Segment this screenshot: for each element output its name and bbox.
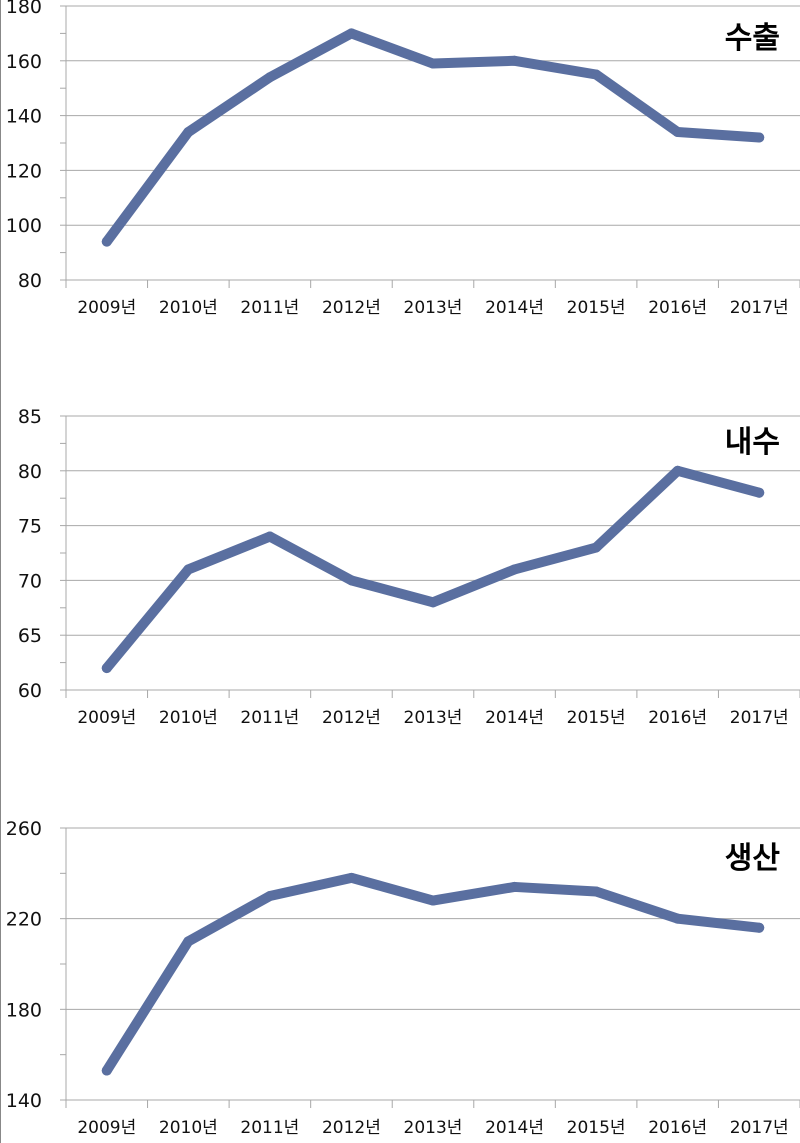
data-point	[428, 895, 438, 906]
chart-2: 60 65 70 75 80 85 2009년 2010년 2011년 2012년 2013년 201…	[18, 406, 800, 728]
chart-title: 수출	[725, 21, 780, 56]
y-tick-label: 160	[6, 51, 42, 73]
y-tick-label: 140	[6, 106, 42, 128]
data-point	[591, 69, 602, 80]
y-tick-label: 65	[18, 625, 42, 647]
x-tick-label: 2012년	[322, 298, 381, 318]
x-tick-label: 2015년	[567, 708, 626, 728]
x-tick-label: 2016년	[648, 1118, 707, 1138]
data-point	[264, 531, 275, 542]
x-tick-label: 2012년	[322, 1118, 381, 1138]
series-line	[101, 872, 765, 1076]
chart-title: 내수	[725, 425, 780, 460]
x-tick-label: 2011년	[240, 298, 299, 318]
data-point	[101, 236, 112, 247]
y-tick-label: 120	[6, 160, 42, 182]
y-tick-label: 80	[18, 270, 42, 292]
x-tick-label: 2009년	[77, 298, 136, 318]
x-tick-label: 2014년	[485, 1118, 544, 1138]
chart-title: 생산	[725, 841, 781, 876]
y-tick-label: 220	[6, 909, 42, 931]
y-tick-label: 260	[6, 818, 42, 840]
x-tick-label: 2014년	[485, 708, 544, 728]
data-point	[672, 465, 683, 476]
data-point	[672, 127, 683, 138]
x-tick-label: 2009년	[77, 708, 136, 728]
data-point	[346, 575, 357, 586]
data-point	[754, 132, 765, 143]
data-point	[754, 487, 765, 498]
y-tick-label: 180	[6, 999, 42, 1021]
y-tick-label: 180	[6, 0, 42, 18]
x-tick-label: 2013년	[404, 708, 463, 728]
data-point	[591, 542, 602, 553]
x-tick-label: 2017년	[730, 1118, 789, 1138]
x-tick-label: 2010년	[159, 708, 218, 728]
data-point	[591, 886, 602, 897]
x-tick-label: 2015년	[567, 298, 626, 318]
series-line	[101, 465, 765, 674]
x-tick-label: 2011년	[240, 708, 299, 728]
data-point	[183, 127, 194, 138]
y-tick-label: 75	[18, 516, 42, 538]
y-tick-label: 60	[18, 680, 42, 702]
y-tick-label: 70	[18, 570, 42, 592]
x-tick-label: 2017년	[730, 298, 789, 318]
x-tick-label: 2011년	[240, 1118, 299, 1138]
data-point	[428, 58, 438, 69]
x-tick-label: 2013년	[404, 1118, 463, 1138]
x-tick-label: 2010년	[159, 298, 218, 318]
data-point	[101, 1065, 112, 1076]
x-tick-label: 2017년	[730, 708, 789, 728]
y-tick-label: 85	[18, 406, 42, 428]
y-tick-label: 100	[6, 215, 42, 237]
x-tick-label: 2016년	[648, 708, 707, 728]
data-point	[672, 913, 683, 924]
data-point	[101, 663, 112, 674]
data-point	[509, 881, 520, 892]
data-point	[183, 564, 194, 575]
x-tick-label: 2012년	[322, 708, 381, 728]
x-tick-label: 2016년	[648, 298, 707, 318]
data-point	[754, 922, 765, 933]
data-point	[264, 72, 275, 83]
x-tick-label: 2009년	[77, 1118, 136, 1138]
chart-3: 140 180 220 260 2009년 2010년 2011년 2012년 2013년 201…	[6, 818, 800, 1138]
data-point	[183, 936, 194, 947]
data-point	[428, 597, 438, 608]
x-tick-label: 2013년	[404, 298, 463, 318]
y-tick-label: 140	[6, 1090, 42, 1112]
data-point	[509, 55, 520, 66]
data-point	[264, 891, 275, 901]
x-tick-label: 2010년	[159, 1118, 218, 1138]
x-tick-label: 2015년	[567, 1118, 626, 1138]
y-tick-label: 80	[18, 461, 42, 483]
x-tick-label: 2014년	[485, 298, 544, 318]
chart-1: 80 100 120 140 160 180 2009년 2010년 2011년 2012년 201…	[6, 0, 800, 318]
data-point	[509, 564, 520, 575]
data-point	[346, 28, 357, 39]
data-point	[346, 872, 357, 883]
